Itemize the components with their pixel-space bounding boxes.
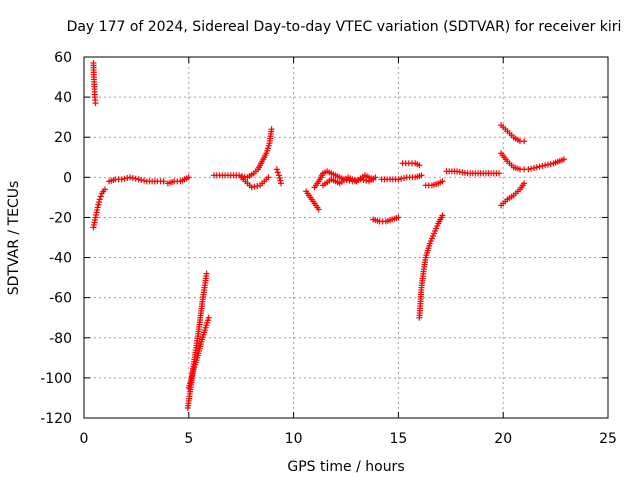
y-tick-label: -20	[49, 210, 72, 226]
x-tick-label: 0	[80, 431, 89, 447]
data-point	[101, 186, 108, 193]
y-tick-label: 20	[54, 130, 72, 146]
y-tick-label: -100	[40, 371, 72, 387]
y-tick-label: 40	[54, 90, 72, 106]
x-tick-label: 20	[494, 431, 512, 447]
x-axis-title: GPS time / hours	[287, 459, 404, 475]
data-point	[370, 176, 377, 183]
data-point	[277, 177, 284, 184]
chart-title: Day 177 of 2024, Sidereal Day-to-day VTE…	[67, 19, 622, 35]
data-point	[205, 314, 212, 321]
data-point	[315, 206, 322, 213]
data-point	[439, 178, 446, 185]
y-tick-label: 0	[63, 170, 72, 186]
data-point	[530, 164, 537, 171]
data-point	[525, 166, 532, 173]
data-point	[124, 175, 131, 182]
data-point	[121, 175, 128, 182]
data-point	[132, 175, 139, 182]
y-tick-label: 60	[54, 50, 72, 66]
data-point	[135, 176, 142, 183]
data-point	[395, 214, 402, 221]
data-point	[418, 172, 425, 179]
data-point	[141, 177, 148, 184]
data-point	[274, 169, 281, 176]
y-tick-label: -120	[40, 411, 72, 427]
data-point	[268, 126, 275, 133]
y-axis-title: SDTVAR / TECUs	[6, 181, 22, 296]
x-tick-labels: 0 5 10 15 20 25	[80, 431, 617, 447]
data-point	[400, 175, 407, 182]
data-point	[95, 201, 102, 208]
data-point	[96, 199, 103, 206]
data-point	[275, 172, 282, 179]
data-point	[129, 175, 136, 182]
data-point	[127, 174, 134, 181]
x-tick-label: 5	[184, 431, 193, 447]
data-point	[542, 162, 549, 169]
axis-ticks	[83, 56, 609, 419]
data-point	[278, 180, 285, 187]
data-point	[539, 162, 546, 169]
data-point	[265, 174, 272, 181]
data-point	[254, 183, 261, 190]
data-points	[90, 60, 567, 411]
data-point	[363, 177, 370, 184]
data-point	[276, 175, 283, 182]
data-point	[241, 173, 248, 180]
x-tick-label: 15	[389, 431, 407, 447]
data-point	[94, 204, 101, 211]
y-tick-labels: -120 -100 -80 -60 -40 -20 0 20 40 60	[40, 50, 72, 427]
data-point	[251, 183, 258, 190]
data-point	[97, 193, 104, 200]
data-point	[92, 100, 99, 107]
data-point	[138, 177, 145, 184]
x-tick-label: 25	[599, 431, 617, 447]
data-point	[521, 138, 528, 145]
data-point	[533, 164, 540, 171]
data-point	[203, 270, 210, 277]
data-point	[521, 180, 528, 187]
data-point	[395, 176, 402, 183]
data-point	[547, 160, 554, 167]
data-point	[416, 162, 423, 169]
data-point	[238, 172, 245, 179]
y-tick-label: -60	[49, 291, 72, 307]
data-point	[536, 163, 543, 170]
data-point	[185, 174, 192, 181]
y-tick-label: -80	[49, 331, 72, 347]
data-point	[273, 166, 280, 173]
data-point	[118, 176, 125, 183]
data-point	[560, 156, 567, 163]
x-tick-label: 10	[285, 431, 303, 447]
data-point	[439, 212, 446, 219]
plot-frame	[83, 56, 609, 419]
y-tick-label: -40	[49, 251, 72, 267]
data-point	[544, 161, 551, 168]
data-point	[160, 178, 167, 185]
data-point	[248, 184, 255, 191]
data-point	[496, 170, 503, 177]
data-point	[96, 196, 103, 203]
data-point	[398, 175, 405, 182]
data-point	[528, 165, 535, 172]
grid	[84, 57, 608, 418]
